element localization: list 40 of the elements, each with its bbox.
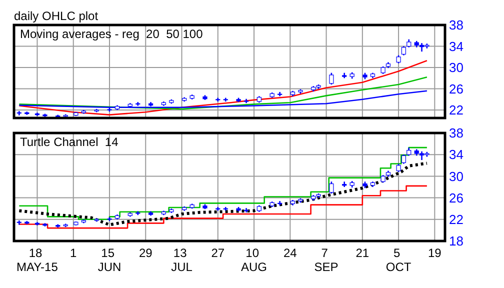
- x-tick-label: 21: [356, 246, 370, 260]
- x-tick-label: 19: [428, 246, 442, 260]
- candlestick: [329, 72, 334, 86]
- x-tick-label: 13 JUL: [171, 246, 193, 274]
- y-tick-label: 38: [449, 126, 464, 141]
- x-tick-label: 1: [70, 246, 78, 260]
- x-tick-label: 18 MAY-15: [16, 246, 58, 274]
- y-tick-label: 30: [449, 168, 464, 184]
- candlestick: [216, 206, 220, 212]
- x-tick-label: 7 SEP: [314, 246, 338, 274]
- chart-subtitle: Turtle Channel 14: [20, 135, 119, 149]
- candlestick: [16, 220, 22, 226]
- y-tick-label: 34: [449, 38, 464, 54]
- x-tick-label: 5 OCT: [386, 246, 412, 274]
- y-tick-label: 30: [449, 60, 464, 76]
- x-tick-label: 10 AUG: [241, 246, 268, 274]
- y-tick-label: 26: [449, 81, 464, 96]
- y-tick-label: 34: [449, 147, 464, 162]
- chart-subtitle: Moving averages - reg 20 50 100: [20, 27, 204, 41]
- candlestick: [16, 110, 22, 116]
- line-series: [18, 60, 428, 116]
- line-series: [18, 162, 428, 226]
- x-tick-label: 27: [211, 246, 225, 260]
- chart-title: daily OHLC plot: [14, 9, 99, 23]
- candlestick: [278, 200, 282, 206]
- y-tick-label: 22: [449, 212, 464, 227]
- y-tick-label: 38: [449, 18, 464, 33]
- y-tick-label: 18: [449, 234, 464, 249]
- line-series: [18, 90, 428, 108]
- candlestick: [223, 206, 228, 212]
- x-tick-label: 29: [138, 246, 153, 260]
- candlestick: [244, 207, 249, 214]
- candlestick: [401, 154, 406, 164]
- candlestick: [401, 46, 406, 56]
- y-tick-label: 26: [449, 190, 464, 206]
- line-series: [18, 76, 428, 110]
- y-tick-label: 22: [449, 102, 464, 118]
- x-tick-label: 15 JUN: [98, 246, 122, 274]
- candlestick: [329, 180, 334, 194]
- x-tick-label: 24: [283, 246, 298, 260]
